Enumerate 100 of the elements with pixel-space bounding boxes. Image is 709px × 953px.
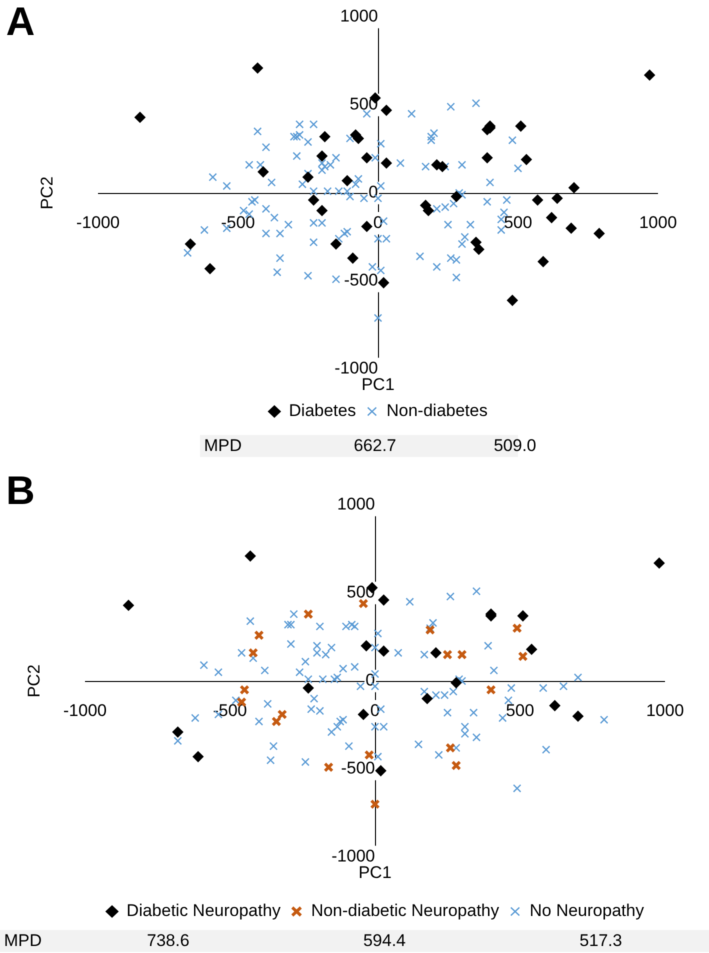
point — [456, 650, 468, 660]
point — [316, 150, 328, 162]
point — [538, 256, 549, 268]
point — [347, 252, 358, 264]
point — [644, 70, 656, 81]
point — [361, 152, 372, 164]
point — [549, 700, 560, 712]
point — [572, 710, 584, 722]
point — [172, 726, 184, 738]
x-axis-title: PC1 — [358, 863, 392, 882]
point — [378, 594, 390, 606]
point — [442, 650, 453, 660]
y-tick-label: -1000 — [334, 358, 378, 378]
point — [450, 677, 462, 688]
point — [308, 194, 320, 206]
point — [244, 550, 256, 562]
point — [482, 152, 493, 164]
point — [258, 166, 269, 178]
point — [566, 222, 577, 234]
point — [342, 175, 353, 186]
x-tick-label: 500 — [506, 700, 534, 720]
point — [594, 228, 605, 239]
point — [254, 630, 264, 640]
point — [364, 750, 374, 760]
point — [248, 648, 258, 658]
legend-label: No Neuropathy — [530, 901, 644, 920]
point — [445, 742, 456, 753]
legend-label: Non-diabetes — [386, 401, 488, 420]
point — [370, 799, 380, 810]
point — [303, 609, 314, 620]
x-tick-label: -500 — [212, 700, 248, 720]
point — [425, 624, 436, 635]
point — [360, 640, 372, 652]
x-tick-label: 1000 — [639, 212, 677, 232]
point — [380, 104, 392, 116]
point — [252, 62, 264, 74]
point — [430, 647, 442, 658]
point — [375, 765, 386, 776]
chart-title: B — [6, 469, 35, 513]
x-tick-label: -500 — [220, 212, 256, 232]
text: 738.6 — [146, 931, 190, 951]
text: MPD — [203, 436, 243, 456]
x-axis-title: PC1 — [361, 375, 395, 394]
point — [532, 194, 544, 206]
point — [302, 172, 314, 183]
point — [123, 600, 134, 611]
y-tick-label: 0 — [368, 182, 378, 202]
legend-label: Non-diabetic Neuropathy — [311, 901, 500, 920]
point — [546, 212, 558, 224]
point — [526, 644, 538, 655]
point — [358, 598, 368, 609]
point — [568, 182, 580, 194]
y-tick-label: -500 — [340, 758, 375, 778]
text: 517.3 — [578, 931, 624, 951]
point — [358, 708, 369, 720]
y-tick-label: 1000 — [340, 6, 378, 26]
point — [517, 610, 528, 622]
text: MPD — [3, 931, 43, 951]
chart-title: A — [6, 0, 35, 44]
point — [277, 709, 288, 720]
point — [520, 154, 532, 166]
point — [515, 120, 526, 132]
point — [271, 716, 282, 727]
point — [512, 623, 522, 634]
point — [316, 205, 328, 216]
point — [380, 158, 392, 169]
point — [654, 558, 665, 569]
legend-label: Diabetes — [288, 401, 356, 420]
point — [319, 131, 330, 142]
point — [134, 112, 146, 123]
point — [204, 263, 216, 274]
point — [378, 277, 390, 288]
x-tick-label: 500 — [504, 212, 532, 232]
point — [361, 220, 372, 232]
x-tick-label: -1000 — [63, 700, 107, 720]
y-tick-label: -500 — [344, 270, 378, 290]
point — [192, 751, 204, 762]
text: 594.4 — [362, 931, 407, 951]
point — [473, 244, 484, 255]
y-axis-title: PC2 — [38, 176, 57, 210]
point — [450, 191, 462, 202]
y-tick-label: 1000 — [337, 494, 375, 514]
text: 662.7 — [352, 436, 398, 456]
point — [378, 646, 390, 657]
legend-label: Diabetic Neuropathy — [126, 901, 282, 920]
x-tick-label: -1000 — [76, 212, 120, 232]
point — [422, 205, 434, 216]
point — [451, 760, 462, 771]
x-tick-label: 1000 — [646, 700, 684, 720]
point — [486, 684, 496, 695]
text: 509.0 — [492, 436, 538, 456]
point — [330, 238, 342, 250]
point — [302, 682, 314, 694]
point — [239, 684, 250, 695]
y-axis-title: PC2 — [24, 664, 44, 698]
point — [324, 762, 334, 772]
point — [506, 294, 518, 306]
y-tick-label: -1000 — [332, 846, 375, 866]
point — [422, 693, 433, 704]
point — [552, 192, 563, 204]
